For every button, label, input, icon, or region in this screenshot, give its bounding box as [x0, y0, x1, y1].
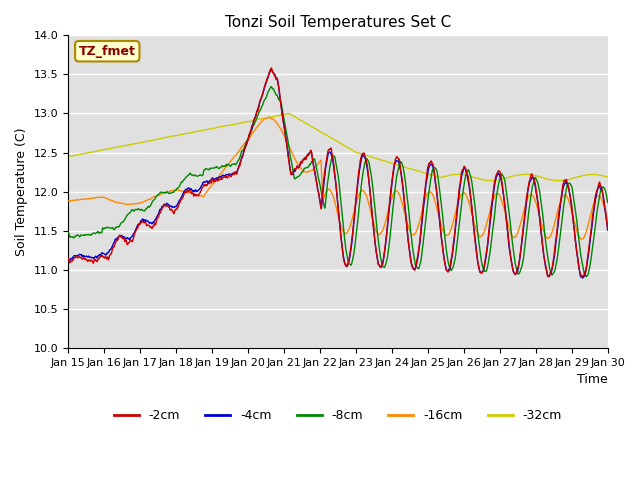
Y-axis label: Soil Temperature (C): Soil Temperature (C): [15, 127, 28, 256]
Text: TZ_fmet: TZ_fmet: [79, 45, 136, 58]
X-axis label: Time: Time: [577, 373, 607, 386]
Title: Tonzi Soil Temperatures Set C: Tonzi Soil Temperatures Set C: [225, 15, 451, 30]
Legend: -2cm, -4cm, -8cm, -16cm, -32cm: -2cm, -4cm, -8cm, -16cm, -32cm: [109, 404, 567, 427]
